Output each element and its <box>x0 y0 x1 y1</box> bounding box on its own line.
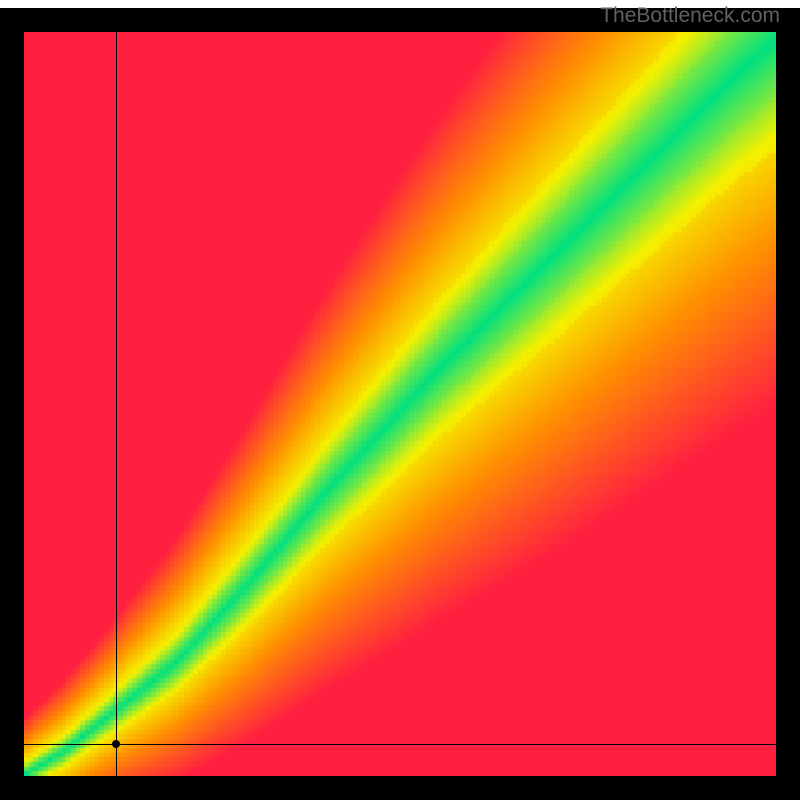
attribution-text: TheBottleneck.com <box>600 4 780 28</box>
frame-bottom <box>0 776 800 800</box>
frame-left <box>0 8 24 800</box>
chart-container: TheBottleneck.com <box>0 0 800 800</box>
crosshair-horizontal <box>24 744 776 745</box>
frame-right <box>776 8 800 800</box>
crosshair-point <box>112 740 120 748</box>
crosshair-vertical <box>116 32 117 776</box>
bottleneck-heatmap <box>24 32 776 776</box>
